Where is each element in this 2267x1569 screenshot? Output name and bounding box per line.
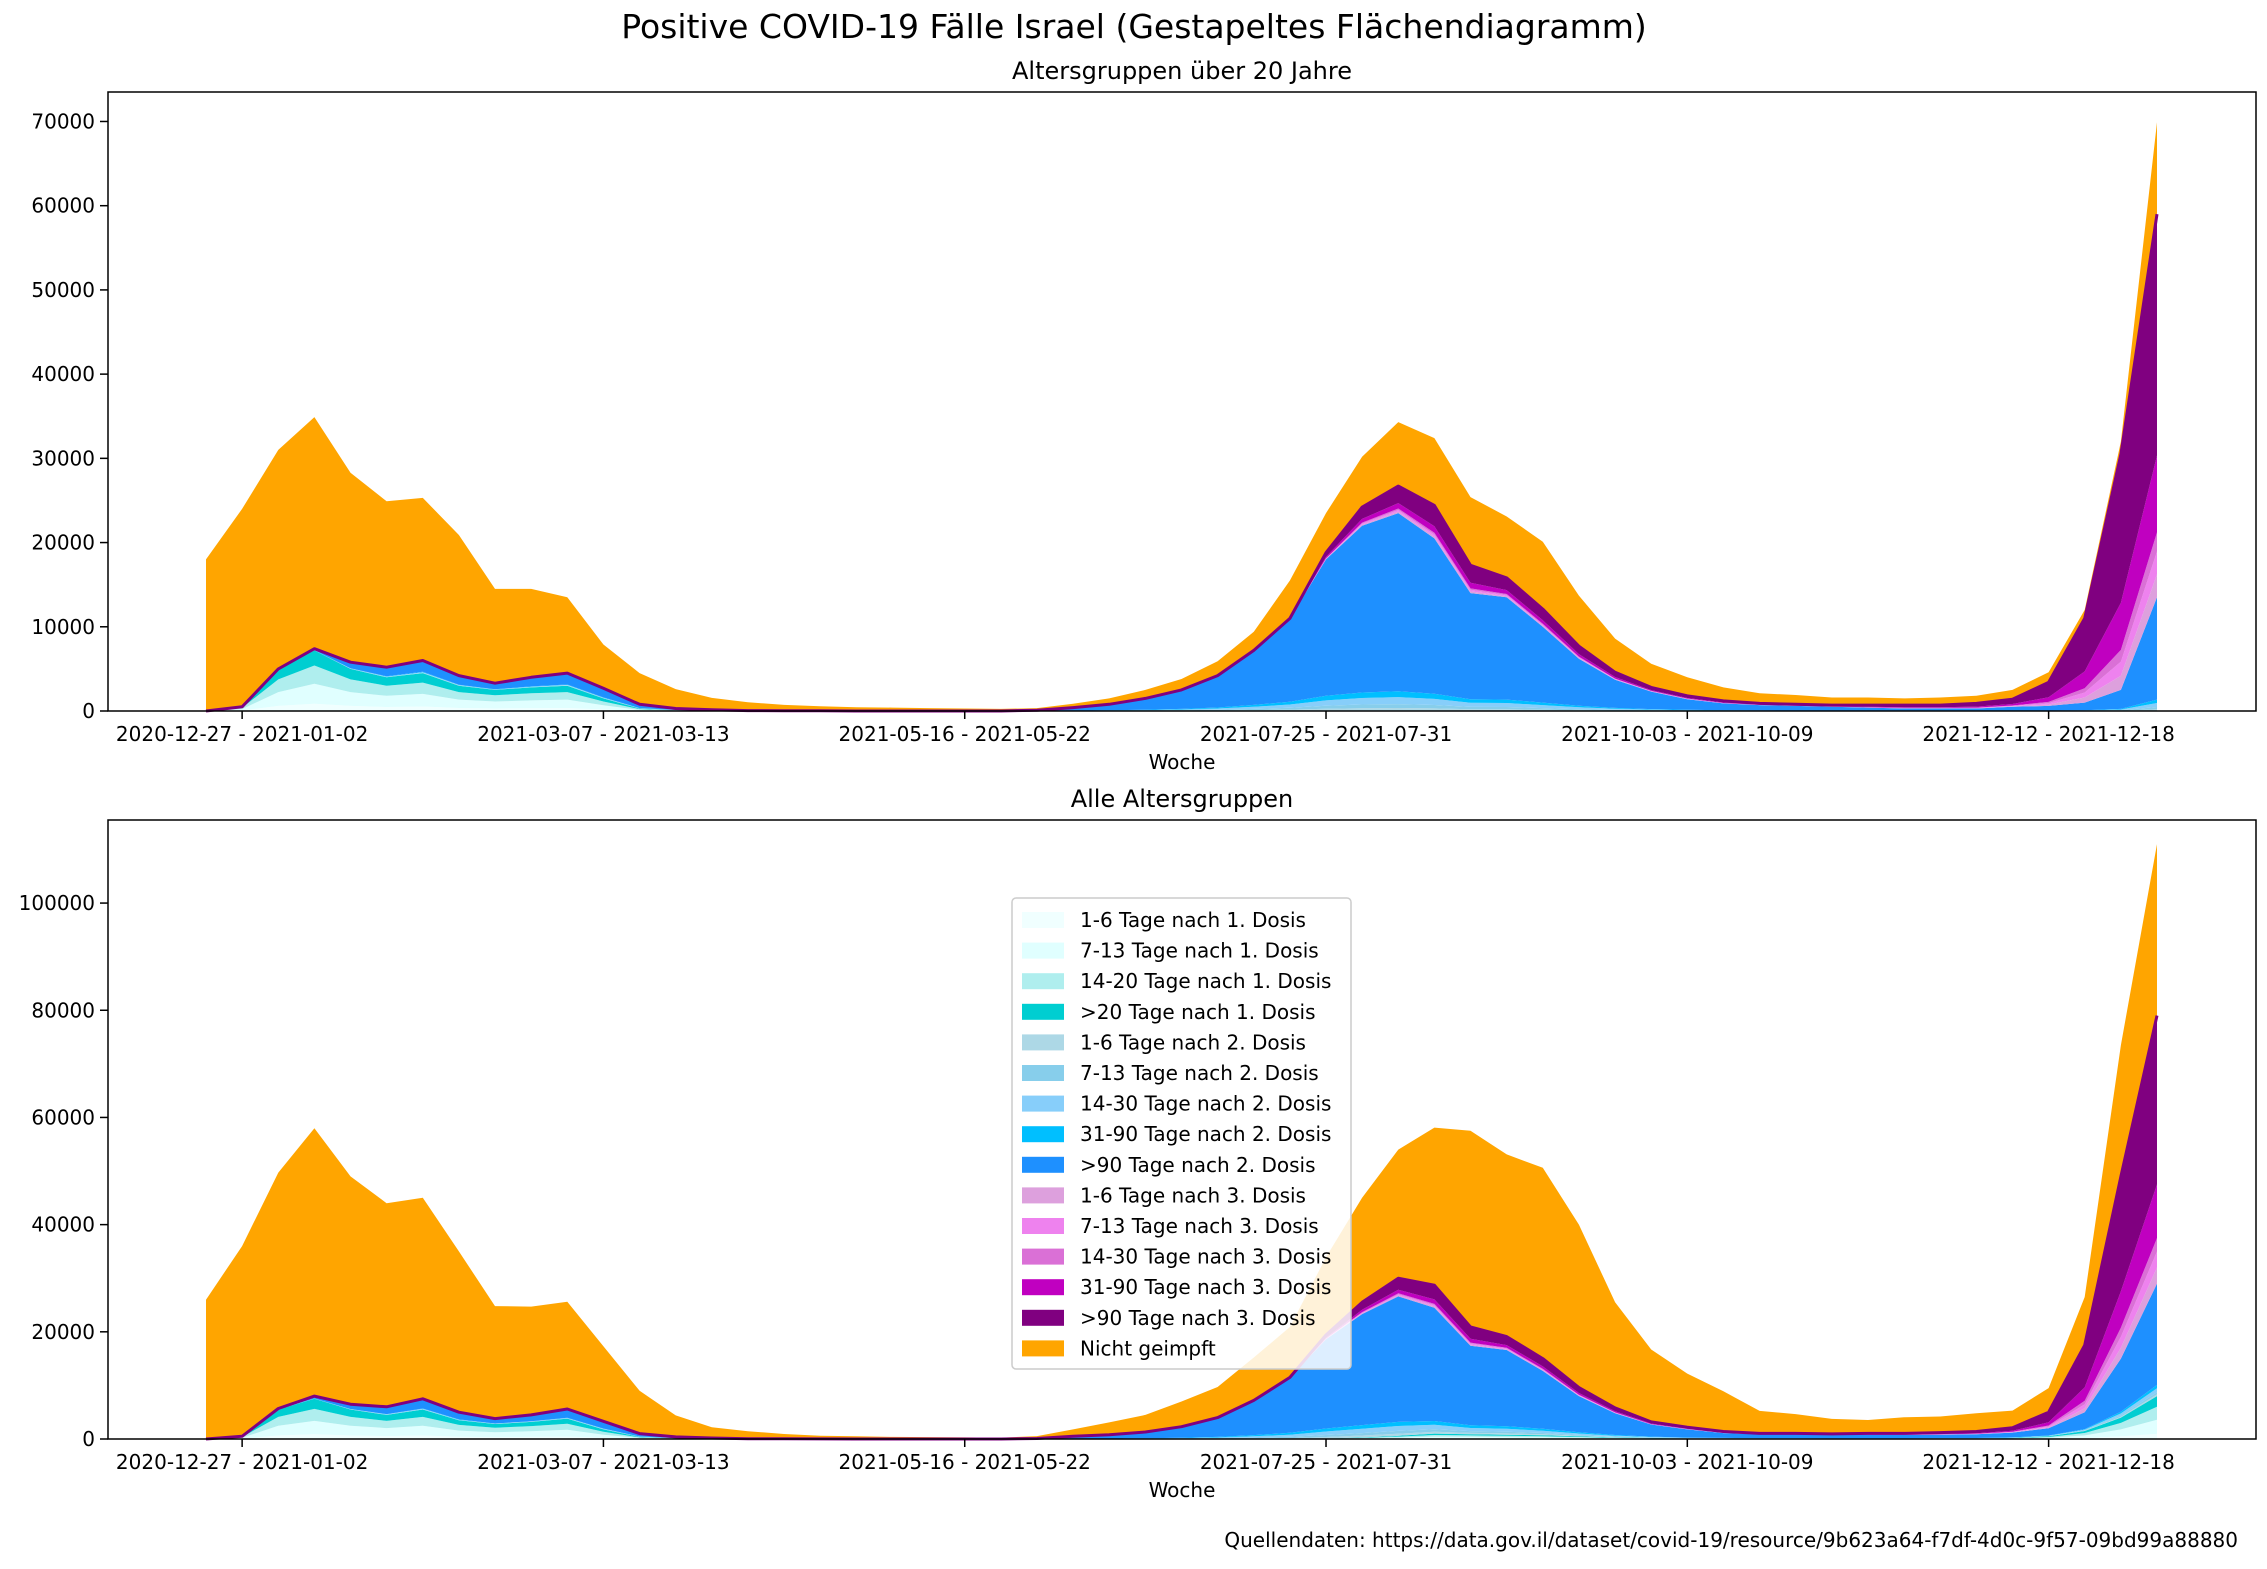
y-tick-label: 60000 <box>31 1105 95 1129</box>
legend-swatch <box>1022 1309 1064 1326</box>
x-tick-label: 2021-07-25 - 2021-07-31 <box>1200 1450 1452 1474</box>
x-tick-label: 2020-12-27 - 2021-01-02 <box>116 722 368 746</box>
x-axis-label: Woche <box>1149 1478 1216 1502</box>
panel-title: Altersgruppen über 20 Jahre <box>1012 57 1352 85</box>
y-tick-label: 30000 <box>31 446 95 470</box>
x-tick-label: 2021-05-16 - 2021-05-22 <box>839 722 1091 746</box>
y-tick-label: 0 <box>82 1427 95 1451</box>
legend-entry: >20 Tage nach 1. Dosis <box>1080 1000 1316 1024</box>
legend-swatch <box>1022 973 1064 990</box>
x-tick-label: 2021-07-25 - 2021-07-31 <box>1200 722 1452 746</box>
legend-entry: 7-13 Tage nach 2. Dosis <box>1080 1061 1319 1085</box>
y-tick-label: 100000 <box>19 891 95 915</box>
legend-entry: >90 Tage nach 2. Dosis <box>1080 1153 1316 1177</box>
legend-swatch <box>1022 1248 1064 1265</box>
legend-swatch <box>1022 1065 1064 1081</box>
legend-entry: 1-6 Tage nach 3. Dosis <box>1080 1183 1306 1207</box>
chart-panel-over-20: 0 10000 20000 30000 40000 50000 60000 70000 2020… <box>31 57 2257 774</box>
legend-entry: 1-6 Tage nach 2. Dosis <box>1080 1030 1306 1054</box>
panel-title: Alle Altersgruppen <box>1071 785 1294 813</box>
legend-entry: 14-20 Tage nach 1. Dosis <box>1080 969 1331 993</box>
y-tick-label: 80000 <box>31 998 95 1022</box>
legend-swatch <box>1022 1126 1064 1143</box>
x-axis-label: Woche <box>1149 750 1216 774</box>
legend-swatch <box>1022 1095 1064 1112</box>
legend-swatch <box>1022 1340 1064 1357</box>
chart-panel-all-ages: 0 20000 40000 60000 80000 100000 2020-12-27 - … <box>19 785 2257 1502</box>
x-tick-label: 2021-12-12 - 2021-12-18 <box>1922 722 2174 746</box>
legend-entry: >90 Tage nach 3. Dosis <box>1080 1306 1316 1330</box>
legend-swatch <box>1022 1003 1064 1020</box>
y-tick-label: 0 <box>82 699 95 723</box>
y-tick-label: 40000 <box>31 362 95 386</box>
legend-swatch <box>1022 1034 1064 1051</box>
x-tick-label: 2021-03-07 - 2021-03-13 <box>477 722 729 746</box>
legend-swatch <box>1022 942 1064 959</box>
y-tick-label: 60000 <box>31 194 95 218</box>
legend-swatch <box>1022 1187 1064 1204</box>
legend-swatch <box>1022 912 1064 928</box>
y-tick-label: 20000 <box>31 531 95 555</box>
legend-entry: 7-13 Tage nach 3. Dosis <box>1080 1214 1319 1238</box>
legend-swatch <box>1022 1218 1064 1234</box>
plot-frame <box>107 91 2257 712</box>
area-series-14 <box>206 844 2157 1439</box>
legend-box <box>1011 897 1352 1370</box>
source-note: Quellendaten: https://data.gov.il/datase… <box>1224 1528 2238 1552</box>
vaccinated-total-line <box>205 1015 2159 1441</box>
x-tick-label: 2020-12-27 - 2021-01-02 <box>116 1450 368 1474</box>
figure-title: Positive COVID-19 Fälle Israel (Gestapel… <box>621 7 1647 46</box>
x-tick-label: 2021-10-03 - 2021-10-09 <box>1561 1450 1813 1474</box>
plot-frame <box>107 819 2257 1440</box>
legend: 1-6 Tage nach 1. Dosis 7-13 Tage nach 1. … <box>1011 897 1352 1370</box>
legend-entry: 7-13 Tage nach 1. Dosis <box>1080 939 1319 963</box>
x-tick-label: 2021-12-12 - 2021-12-18 <box>1922 1450 2174 1474</box>
y-tick-label: 50000 <box>31 278 95 302</box>
x-tick-label: 2021-03-07 - 2021-03-13 <box>477 1450 729 1474</box>
y-tick-label: 10000 <box>31 615 95 639</box>
y-tick-label: 40000 <box>31 1213 95 1237</box>
legend-entry: 14-30 Tage nach 3. Dosis <box>1080 1245 1331 1269</box>
y-tick-label: 70000 <box>31 109 95 133</box>
y-tick-label: 20000 <box>31 1320 95 1344</box>
x-tick-label: 2021-05-16 - 2021-05-22 <box>839 1450 1091 1474</box>
legend-swatch <box>1022 1156 1064 1173</box>
vaccinated-total-line <box>205 213 2159 713</box>
x-tick-label: 2021-10-03 - 2021-10-09 <box>1561 722 1813 746</box>
legend-swatch <box>1022 1279 1064 1296</box>
legend-entry: Nicht geimpft <box>1080 1336 1216 1360</box>
legend-entry: 14-30 Tage nach 2. Dosis <box>1080 1092 1331 1116</box>
legend-entry: 1-6 Tage nach 1. Dosis <box>1080 908 1306 932</box>
legend-entry: 31-90 Tage nach 2. Dosis <box>1080 1122 1331 1146</box>
area-series-14 <box>206 122 2157 712</box>
legend-entry: 31-90 Tage nach 3. Dosis <box>1080 1275 1331 1299</box>
